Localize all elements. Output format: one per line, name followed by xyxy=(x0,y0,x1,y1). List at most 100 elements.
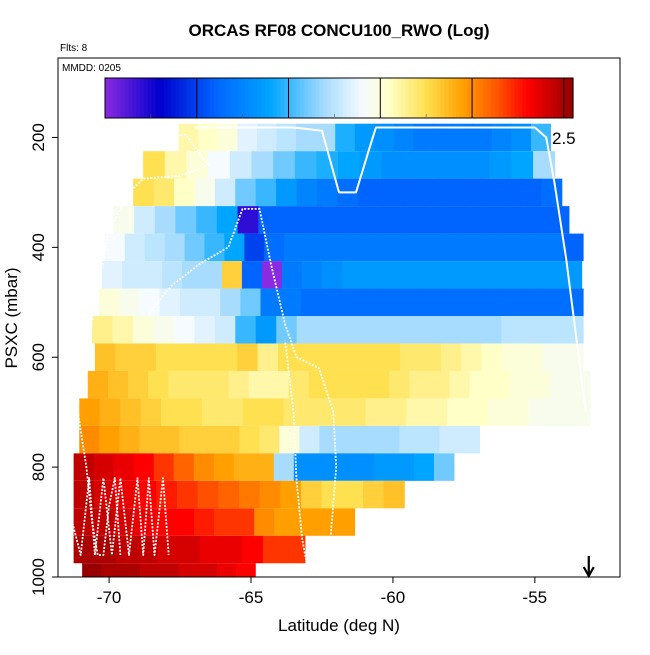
heatmap-cell xyxy=(99,398,121,426)
heatmap-cell xyxy=(321,480,343,509)
heatmap-cell xyxy=(274,508,295,536)
heatmap-cell xyxy=(342,480,364,509)
colorbar-segment xyxy=(147,78,153,118)
heatmap-cell xyxy=(542,288,564,317)
heatmap-cell xyxy=(359,425,380,454)
colorbar-segment xyxy=(537,78,543,118)
heatmap-cell xyxy=(486,206,508,234)
heatmap-cell xyxy=(237,343,259,371)
heatmap-cell xyxy=(316,178,338,207)
colorbar-segment xyxy=(420,78,426,118)
heatmap-cell xyxy=(139,563,160,577)
heatmap-cell xyxy=(193,453,215,481)
heatmap-cell xyxy=(520,178,542,207)
heatmap-cell xyxy=(280,288,302,317)
colorbar-segment xyxy=(358,78,363,118)
colorbar-segment xyxy=(522,78,527,118)
colorbar-segment xyxy=(417,78,422,118)
colorbar-segment xyxy=(444,78,449,118)
colorbar-segment xyxy=(366,78,371,118)
heatmap-cell xyxy=(440,343,462,371)
heatmap-cell xyxy=(389,370,410,399)
heatmap-cell xyxy=(339,343,360,371)
heatmap-cell xyxy=(139,288,161,317)
heatmap-cell xyxy=(154,206,176,234)
heatmap-cell xyxy=(374,123,395,152)
heatmap-cell xyxy=(339,425,360,454)
colorbar-segment xyxy=(541,78,547,118)
heatmap-cell xyxy=(153,508,175,536)
colorbar-segment xyxy=(405,78,410,118)
heatmap-cell xyxy=(299,425,320,454)
heatmap-cell xyxy=(159,288,181,317)
heatmap-cell xyxy=(361,206,384,234)
flights-count-label: Flts: 8 xyxy=(60,43,88,54)
x-tick-label: -55 xyxy=(523,588,548,607)
colorbar-segment xyxy=(487,78,492,118)
colorbar-segment xyxy=(495,78,500,118)
heatmap-cell xyxy=(257,343,279,371)
colorbar-segment xyxy=(327,78,332,118)
heatmap-cell xyxy=(141,261,163,289)
heatmap-cell xyxy=(93,453,115,481)
heatmap-cell xyxy=(383,480,405,509)
heatmap-cell xyxy=(328,370,350,399)
heatmap-cells xyxy=(73,123,591,577)
heatmap-cell xyxy=(528,398,550,426)
heatmap-cell xyxy=(426,398,448,426)
heatmap-cell xyxy=(316,151,339,179)
heatmap-cell xyxy=(115,535,138,564)
heatmap-cell xyxy=(393,123,414,152)
heatmap-cell xyxy=(444,206,466,234)
heatmap-cell xyxy=(400,343,421,371)
heatmap-cell xyxy=(317,316,339,344)
colorbar-segment xyxy=(237,78,243,118)
chart-title: ORCAS RF08 CONCU100_RWO (Log) xyxy=(189,21,490,40)
y-tick-label: 200 xyxy=(29,123,48,151)
heatmap-cell xyxy=(381,261,403,289)
heatmap-cell xyxy=(406,398,428,426)
plot-frame xyxy=(57,57,621,578)
heatmap-cell xyxy=(194,316,216,344)
heatmap-cell xyxy=(201,261,223,289)
heatmap-cell xyxy=(542,343,564,371)
heatmap-cell xyxy=(178,535,201,564)
heatmap-cell xyxy=(176,480,199,509)
heatmap-cell xyxy=(419,425,440,454)
heatmap-cell xyxy=(255,316,277,344)
heatmap-cell xyxy=(216,343,238,371)
colorbar-segment xyxy=(518,78,523,118)
heatmap-cell xyxy=(259,480,281,509)
heatmap-cell xyxy=(359,151,382,179)
heatmap-cell xyxy=(381,288,403,317)
heatmap-cell xyxy=(459,425,480,454)
colorbar-segment xyxy=(120,78,126,118)
heatmap-cell xyxy=(548,206,570,234)
heatmap-cell xyxy=(281,261,303,289)
heatmap-cell xyxy=(214,178,236,207)
heatmap-cell xyxy=(320,288,342,317)
heatmap-cell xyxy=(439,425,460,454)
heatmap-cell xyxy=(459,178,481,207)
heatmap-cell xyxy=(155,343,177,371)
heatmap-cell xyxy=(273,151,296,179)
colorbar-segment xyxy=(471,78,477,118)
colorbar-segment xyxy=(385,78,391,118)
colorbar-segment xyxy=(428,78,434,118)
heatmap-cell xyxy=(460,316,482,344)
y-axis-label: PSXC (mbar) xyxy=(2,267,21,368)
flight-track-central xyxy=(148,208,338,570)
heatmap-cell xyxy=(563,233,584,262)
heatmap-cell xyxy=(92,316,114,344)
heatmap-cell xyxy=(359,343,381,371)
heatmap-cell xyxy=(242,398,264,426)
heatmap-cell xyxy=(164,233,186,262)
colorbar-segment xyxy=(272,78,278,118)
heatmap-cell xyxy=(164,151,187,179)
colorbar-segment xyxy=(159,78,165,118)
heatmap-cell xyxy=(509,370,531,399)
heatmap-cell xyxy=(365,398,387,426)
heatmap-cell xyxy=(121,261,143,289)
colorbar-segment xyxy=(167,78,172,118)
heatmap-cell xyxy=(120,398,142,426)
